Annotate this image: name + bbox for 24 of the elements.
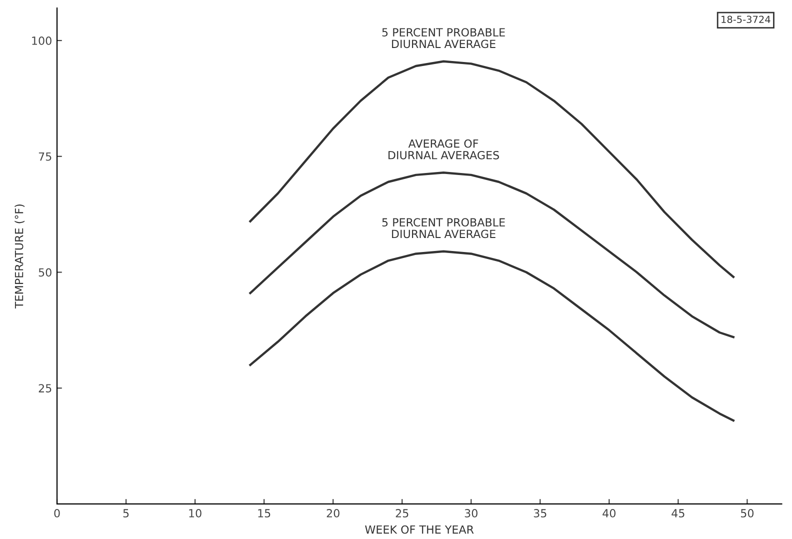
- annotation: 18-5-3724: [722, 16, 770, 24]
- x-tick-label: 10: [189, 509, 202, 518]
- x-tick-label: 0: [54, 509, 60, 518]
- x-tick-label: 20: [326, 509, 340, 518]
- x-tick-label: 45: [672, 509, 684, 518]
- x-axis-title: WEEK OF THE YEAR: [365, 525, 474, 534]
- annotation: 5 PERCENT PROBABLE DIURNAL AVERAGE: [382, 218, 505, 238]
- y-tick-label: 100: [32, 36, 52, 45]
- x-tick-label: 15: [258, 509, 270, 518]
- line-series: [249, 60, 734, 278]
- x-tick-label: 25: [396, 509, 408, 518]
- line-series: [249, 250, 734, 422]
- line-series: [249, 171, 734, 338]
- annotation: AVERAGE OF DIURNAL AVERAGES: [388, 139, 499, 160]
- y-tick-label: 75: [38, 152, 52, 161]
- x-tick-label: 35: [534, 509, 546, 518]
- y-tick-label: 50: [38, 268, 52, 277]
- y-axis-title: TEMPERATURE (°F): [14, 204, 25, 309]
- x-tick-label: 30: [464, 509, 478, 518]
- x-tick-label: 5: [123, 509, 129, 518]
- x-tick-label: 50: [740, 509, 754, 518]
- x-tick-label: 40: [602, 509, 616, 518]
- annotation: 5 PERCENT PROBABLE DIURNAL AVERAGE: [382, 28, 505, 48]
- y-tick-label: 25: [38, 384, 52, 392]
